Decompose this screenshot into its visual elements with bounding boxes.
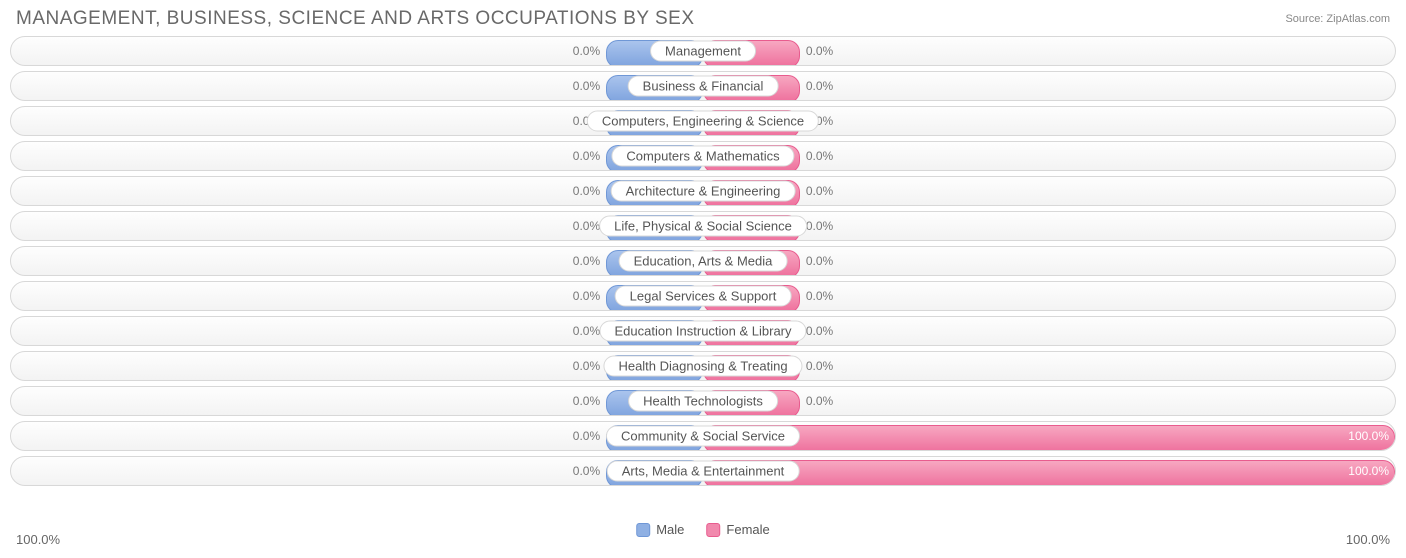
chart-row: 0.0% 0.0% Business & Financial: [10, 71, 1396, 101]
male-pct-label: 0.0%: [573, 219, 600, 233]
chart-row: 0.0% 0.0% Architecture & Engineering: [10, 176, 1396, 206]
male-pct-label: 0.0%: [573, 429, 600, 443]
male-pct-label: 0.0%: [573, 464, 600, 478]
category-label: Health Diagnosing & Treating: [603, 356, 802, 377]
chart-row: 0.0% 0.0% Legal Services & Support: [10, 281, 1396, 311]
chart-row: 0.0% 100.0% Arts, Media & Entertainment: [10, 456, 1396, 486]
legend-male-label: Male: [656, 522, 684, 537]
male-pct-label: 0.0%: [573, 359, 600, 373]
chart-row: 0.0% 0.0%Education Instruction & Library: [10, 316, 1396, 346]
female-pct-label: 0.0%: [806, 149, 833, 163]
axis-left-label: 100.0%: [16, 532, 60, 547]
title-row: MANAGEMENT, BUSINESS, SCIENCE AND ARTS O…: [10, 8, 1396, 36]
category-label: Life, Physical & Social Science: [599, 216, 807, 237]
chart-row: 0.0% 100.0% Community & Social Service: [10, 421, 1396, 451]
female-pct-label: 0.0%: [806, 289, 833, 303]
category-label: Computers & Mathematics: [611, 146, 794, 167]
legend-male: Male: [636, 522, 684, 537]
male-swatch-icon: [636, 523, 650, 537]
chart-row: 0.0% 0.0% Management: [10, 36, 1396, 66]
chart-row: 0.0% 0.0% Health Technologists: [10, 386, 1396, 416]
category-label: Arts, Media & Entertainment: [607, 461, 800, 482]
category-label: Education Instruction & Library: [599, 321, 806, 342]
male-pct-label: 0.0%: [573, 324, 600, 338]
chart-rows: 0.0% 0.0% Management 0.0% 0.0% Business & Fin…: [10, 36, 1396, 518]
legend-female: Female: [706, 522, 769, 537]
chart-row: 0.0% 0.0% Computers & Mathematics: [10, 141, 1396, 171]
male-pct-label: 0.0%: [573, 44, 600, 58]
female-pct-label: 0.0%: [806, 184, 833, 198]
chart-row: 0.0%0.0%Health Diagnosing & Treating: [10, 351, 1396, 381]
chart-row: 0.0% 0.0% Education, Arts & Media: [10, 246, 1396, 276]
female-pct-label: 100.0%: [1348, 464, 1389, 478]
female-bar: [703, 425, 1395, 451]
legend-female-label: Female: [726, 522, 769, 537]
female-pct-label: 0.0%: [806, 254, 833, 268]
category-label: Management: [650, 41, 756, 62]
chart-container: MANAGEMENT, BUSINESS, SCIENCE AND ARTS O…: [0, 0, 1406, 558]
male-pct-label: 0.0%: [573, 184, 600, 198]
legend: Male Female: [636, 522, 770, 537]
chart-footer: 100.0% Male Female 100.0%: [10, 518, 1396, 558]
female-pct-label: 0.0%: [806, 359, 833, 373]
category-label: Legal Services & Support: [615, 286, 792, 307]
category-label: Education, Arts & Media: [619, 251, 788, 272]
category-label: Community & Social Service: [606, 426, 800, 447]
chart-row: 0.0% 0.0%Life, Physical & Social Science: [10, 211, 1396, 241]
category-label: Health Technologists: [628, 391, 778, 412]
source-label: Source: ZipAtlas.com: [1285, 13, 1390, 25]
chart-row: 0.0%0.0%Computers, Engineering & Science: [10, 106, 1396, 136]
category-label: Architecture & Engineering: [611, 181, 796, 202]
category-label: Computers, Engineering & Science: [587, 111, 819, 132]
male-pct-label: 0.0%: [573, 289, 600, 303]
axis-right-label: 100.0%: [1346, 532, 1390, 547]
male-pct-label: 0.0%: [573, 79, 600, 93]
female-pct-label: 0.0%: [806, 394, 833, 408]
female-pct-label: 0.0%: [806, 219, 833, 233]
male-pct-label: 0.0%: [573, 394, 600, 408]
female-swatch-icon: [706, 523, 720, 537]
female-bar: [703, 460, 1395, 486]
female-pct-label: 0.0%: [806, 324, 833, 338]
female-pct-label: 0.0%: [806, 79, 833, 93]
female-pct-label: 100.0%: [1348, 429, 1389, 443]
category-label: Business & Financial: [628, 76, 779, 97]
male-pct-label: 0.0%: [573, 254, 600, 268]
male-pct-label: 0.0%: [573, 149, 600, 163]
female-pct-label: 0.0%: [806, 44, 833, 58]
chart-title: MANAGEMENT, BUSINESS, SCIENCE AND ARTS O…: [16, 8, 695, 30]
